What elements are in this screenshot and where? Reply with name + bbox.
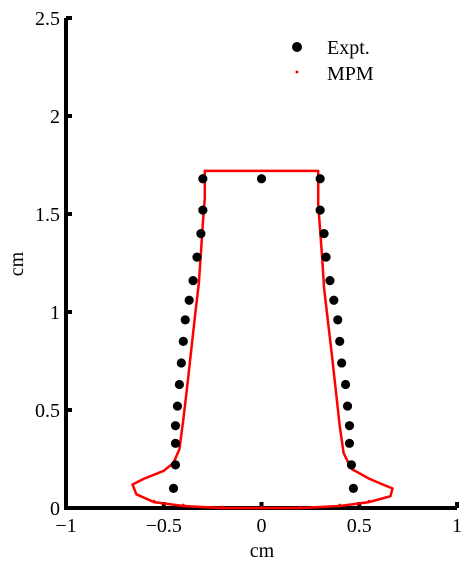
expt-point (315, 205, 325, 215)
x-tick-label: −1 (55, 515, 76, 537)
x-tick-label: 1 (452, 515, 462, 537)
expt-point (337, 358, 347, 368)
x-tick-label: 0.5 (347, 515, 372, 537)
expt-point (342, 401, 353, 411)
legend-label-expt: Expt. (327, 37, 370, 59)
expt-point (198, 174, 208, 184)
expt-point (172, 401, 183, 411)
expt-point (198, 205, 208, 215)
expt-point (315, 174, 325, 184)
expt-point (340, 379, 351, 390)
expt-point (329, 295, 339, 305)
series-mpm (131, 169, 394, 510)
y-tick-label: 1.5 (35, 204, 60, 226)
expt-point (170, 438, 181, 448)
expt-point (168, 483, 179, 493)
mpm-outline (131, 169, 394, 510)
expt-point (319, 229, 329, 239)
expt-point (184, 295, 194, 305)
x-tick-label: 0 (257, 515, 267, 537)
expt-point (335, 336, 345, 346)
expt-point (192, 252, 202, 262)
mpm-point (221, 505, 224, 509)
x-tick-label: −0.5 (146, 515, 182, 537)
expt-point (321, 252, 331, 262)
expt-point (346, 460, 357, 470)
expt-point (170, 421, 181, 431)
mpm-point (338, 503, 342, 507)
x-axis-title: cm (250, 540, 275, 562)
ticks (64, 16, 459, 510)
expt-point (348, 483, 358, 493)
y-axis-title: cm (6, 251, 28, 276)
tick-labels: −1 −0.5 0 0.5 1 0 0.5 1 1.5 2 2.5 (35, 8, 462, 537)
mpm-point (152, 499, 156, 503)
mpm-point (181, 503, 185, 507)
axes (64, 18, 457, 510)
expt-point (333, 315, 343, 325)
expt-point (180, 315, 190, 325)
mpm-point (260, 505, 263, 509)
expt-point (344, 421, 355, 431)
expt-point (256, 174, 267, 184)
y-tick-label: 2 (50, 106, 60, 128)
expt-point (325, 276, 335, 286)
expt-point (178, 336, 188, 346)
mpm-point (299, 505, 302, 509)
expt-point (170, 460, 181, 470)
mpm-point (367, 499, 371, 503)
expt-point (196, 229, 206, 239)
y-tick-label: 0 (50, 498, 60, 520)
legend: Expt. MPM (292, 37, 374, 85)
y-tick-label: 1 (50, 302, 60, 324)
expt-point (174, 379, 184, 390)
expt-point (344, 438, 355, 448)
expt-point (188, 276, 198, 286)
legend-marker-mpm (295, 70, 299, 74)
legend-marker-expt (292, 42, 302, 52)
y-tick-label: 2.5 (35, 8, 60, 30)
legend-label-mpm: MPM (327, 63, 374, 85)
y-tick-label: 0.5 (35, 400, 60, 422)
expt-point (176, 358, 186, 368)
series-expt (168, 174, 358, 493)
